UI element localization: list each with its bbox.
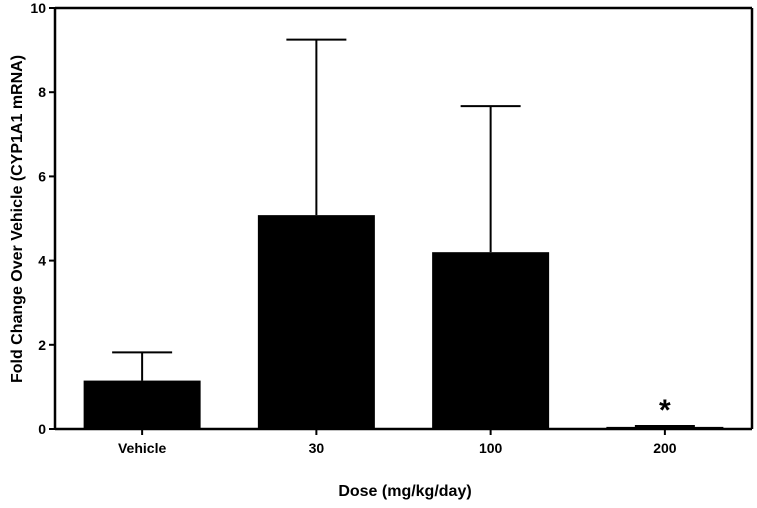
y-tick-label: 6 (38, 168, 46, 184)
x-tick-label: 30 (309, 440, 325, 456)
x-tick-label: 200 (653, 440, 677, 456)
bar (83, 380, 201, 429)
bars-layer (83, 215, 724, 429)
y-tick-label: 0 (38, 421, 46, 437)
x-ticks-layer: Vehicle 30 100 200 (118, 429, 677, 456)
significance-annotation: * (659, 394, 671, 427)
annotations-layer: * (659, 394, 671, 427)
y-tick-label: 10 (30, 0, 46, 16)
bar (257, 215, 375, 429)
y-tick-label: 8 (38, 84, 46, 100)
y-tick-label: 2 (38, 337, 46, 353)
x-tick-label: Vehicle (118, 440, 166, 456)
y-axis-title: Fold Change Over Vehicle (CYP1A1 mRNA) (9, 55, 26, 383)
axes-layer (53, 6, 754, 431)
x-axis-title: Dose (mg/kg/day) (338, 483, 471, 500)
x-tick-label: 100 (479, 440, 503, 456)
error-bars-layer (112, 38, 695, 428)
y-ticks-layer: 0 2 4 6 8 10 (30, 0, 55, 437)
bar (432, 252, 550, 429)
y-tick-label: 4 (38, 253, 46, 269)
